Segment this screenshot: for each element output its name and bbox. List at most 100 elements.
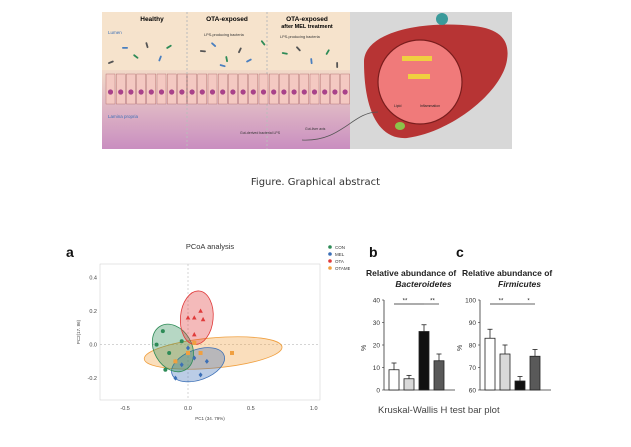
epithelial-cell <box>217 73 228 105</box>
cell-nucleus <box>322 89 328 95</box>
data-point-otamel <box>186 350 190 355</box>
data-point-ota <box>191 332 197 337</box>
bacterium <box>325 49 330 55</box>
panel-title-ota: OTA-exposed <box>206 16 248 23</box>
bacteria-cluster <box>108 40 339 69</box>
y-tick-label: 40 <box>373 298 381 305</box>
y-tick-label: 10 <box>373 365 381 372</box>
chart-title: PCoA analysis <box>186 242 235 251</box>
bacterium <box>219 64 226 68</box>
y-tick-label: 60 <box>469 388 477 395</box>
chart-subtitle: Firmicutes <box>498 279 541 289</box>
chart-title: Relative abundance of <box>366 268 456 278</box>
bacterium <box>225 56 228 63</box>
gallbladder-icon <box>395 122 405 130</box>
gut-liver-label: Gut-liver axis <box>305 127 326 131</box>
cell-nucleus <box>342 89 348 95</box>
bar <box>418 331 430 391</box>
chart-title: Relative abundance of <box>462 268 552 278</box>
x-tick-label: -0.5 <box>120 406 129 412</box>
data-point-ota <box>191 315 197 320</box>
y-tick-label: 70 <box>469 365 477 372</box>
bacterium <box>133 54 139 59</box>
y-tick-label: 100 <box>465 298 476 305</box>
cell-nucleus <box>128 89 134 95</box>
data-point-otamel <box>198 350 203 355</box>
data-point-mel <box>179 362 184 368</box>
lps-bacteria-label-2: LPS-producing bacteria <box>280 35 321 39</box>
cell-nucleus <box>138 89 144 95</box>
epithelial-cell <box>156 73 167 105</box>
y-axis-label: % <box>457 345 464 351</box>
epithelial-cell <box>289 73 299 105</box>
x-tick-label: 0.5 <box>247 406 255 412</box>
chart-subtitle: Bacteroidetes <box>395 279 451 289</box>
vessel-icon <box>436 13 448 25</box>
epithelial-cell <box>197 73 208 105</box>
legend-label: MEL <box>335 252 345 257</box>
lps-bacteria-label-1: LPS-producing bacteria <box>204 33 245 37</box>
pathway-box <box>402 56 432 61</box>
data-point-mel <box>192 355 197 361</box>
epithelial-cell <box>166 73 177 105</box>
liver-label-inflammation: Inflammation <box>420 104 440 108</box>
cell-nucleus <box>220 89 226 95</box>
y-tick-label: 80 <box>469 343 477 350</box>
pathway-box <box>408 74 430 79</box>
epithelial-cell <box>238 73 248 105</box>
bacterium <box>166 44 172 49</box>
panel-label-b: b <box>369 244 378 260</box>
cell-nucleus <box>199 89 205 95</box>
bacterium <box>238 47 242 54</box>
x-tick-label: 0.0 <box>184 406 192 412</box>
test-footnote: Kruskal-Wallis H test bar plot <box>378 405 500 416</box>
y-axis-label: % <box>361 345 368 351</box>
gut-lps-label: Gut-derived bacterial LPS <box>240 131 281 135</box>
bacterium <box>336 62 339 69</box>
figure-caption: Figure. Graphical abstract <box>250 177 381 188</box>
data-point-ota <box>185 315 191 320</box>
y-tick-label: 0.2 <box>89 309 97 315</box>
epithelial-cell <box>309 73 320 105</box>
legend-marker-ota <box>328 259 332 263</box>
bar <box>514 380 526 391</box>
epithelial-cell <box>146 73 156 105</box>
epithelial-cell <box>279 73 289 105</box>
data-point-mel <box>204 358 209 364</box>
bar <box>499 353 511 391</box>
cell-nucleus <box>189 89 195 95</box>
panel-title-ota-mel-2: after MEL treatment <box>281 24 333 30</box>
bacterium <box>145 42 149 49</box>
cell-nucleus <box>311 89 318 95</box>
cell-nucleus <box>271 89 277 95</box>
significance-label: ** <box>430 299 435 305</box>
bacterium <box>199 50 206 53</box>
bar <box>433 360 445 391</box>
cell-nucleus <box>148 89 154 95</box>
bacterium <box>122 47 128 49</box>
confidence-ellipse-otamel <box>143 336 283 370</box>
significance-label: ** <box>403 299 408 305</box>
data-point-ota <box>200 316 206 322</box>
confidence-ellipse-mel <box>171 347 225 383</box>
epithelial-cell <box>115 73 126 105</box>
y-tick-label: -0.2 <box>88 376 97 382</box>
y-axis-label: PC2(17. 86) <box>76 319 81 344</box>
data-point-mel <box>186 345 190 351</box>
epithelial-cell <box>258 73 269 105</box>
x-axis-label: PC1 (34. 79%) <box>195 416 225 421</box>
significance-label: ** <box>499 299 504 305</box>
bacterium <box>281 52 288 55</box>
data-point-con <box>167 350 172 355</box>
bacterium <box>211 42 217 47</box>
bar <box>388 369 400 391</box>
cell-nucleus <box>240 89 246 95</box>
data-point-otamel <box>192 340 197 345</box>
cell-nucleus <box>209 89 216 95</box>
data-point-con <box>154 342 159 347</box>
graphical-abstract: Healthy OTA-exposed OTA-exposed after ME… <box>102 12 512 149</box>
bacterium <box>296 46 301 52</box>
data-point-ota <box>198 308 203 313</box>
